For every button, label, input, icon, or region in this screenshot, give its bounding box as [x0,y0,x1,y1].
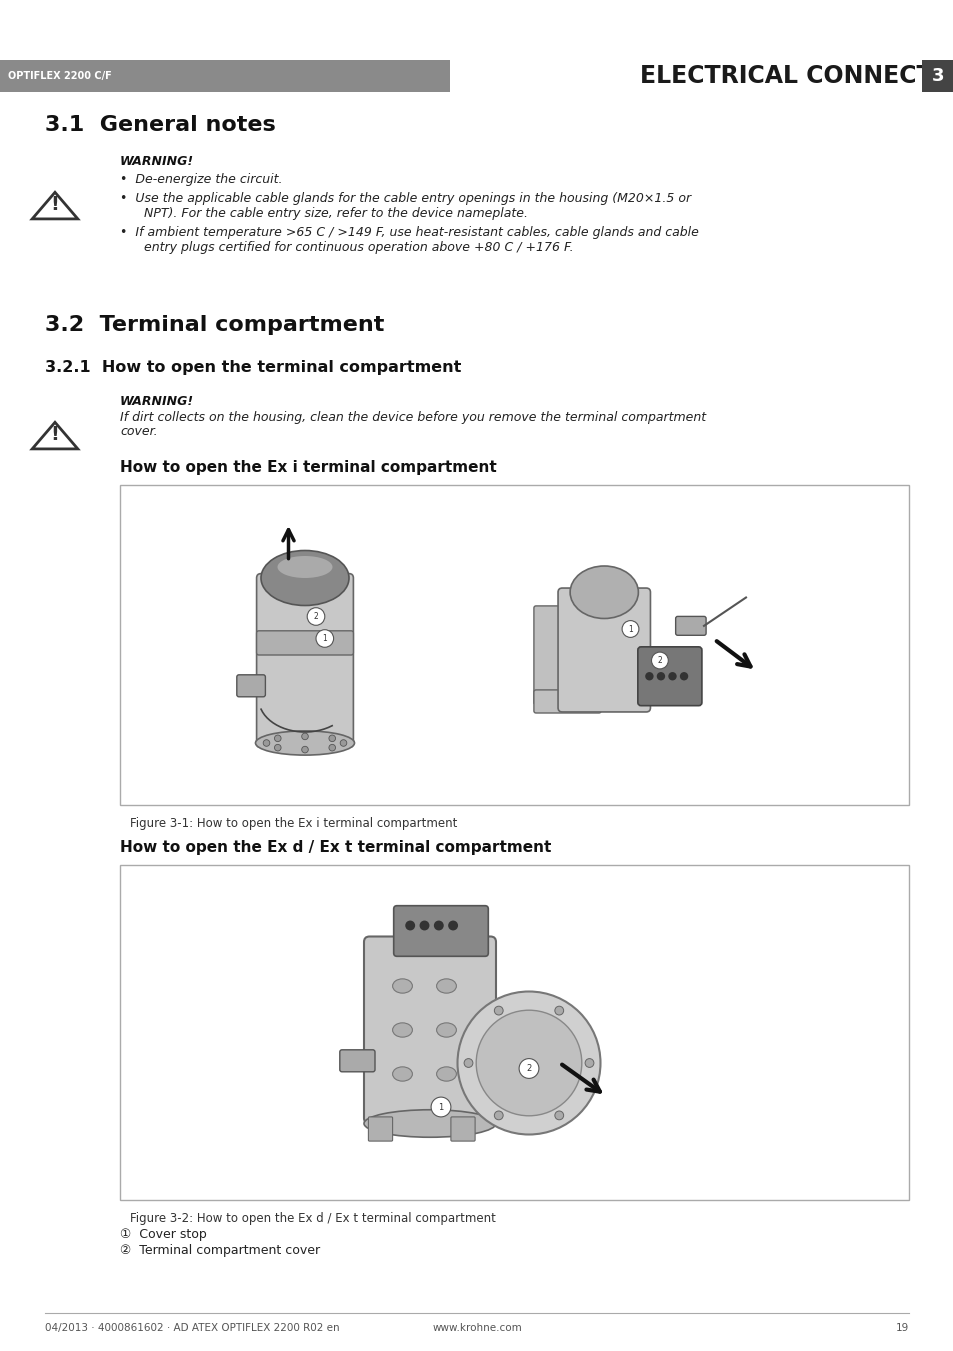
Circle shape [656,671,664,681]
Circle shape [679,671,687,681]
FancyBboxPatch shape [364,936,496,1124]
Text: Figure 3-1: How to open the Ex i terminal compartment: Figure 3-1: How to open the Ex i termina… [130,817,456,830]
Circle shape [621,620,639,638]
Circle shape [274,735,281,742]
Ellipse shape [393,1023,412,1038]
FancyBboxPatch shape [534,605,564,705]
Circle shape [584,1059,594,1067]
Ellipse shape [436,1023,456,1038]
Bar [0,59,953,92]
Circle shape [644,671,653,681]
Ellipse shape [364,1109,496,1138]
Text: NPT). For the cable entry size, refer to the device nameplate.: NPT). For the cable entry size, refer to… [120,207,527,220]
Text: !: ! [51,426,59,444]
Polygon shape [32,192,78,219]
FancyBboxPatch shape [675,616,705,635]
Ellipse shape [570,566,638,619]
Text: •  De-energize the circuit.: • De-energize the circuit. [120,173,282,186]
Bar [450,59,921,92]
Ellipse shape [436,979,456,993]
Text: 2: 2 [657,657,661,665]
Circle shape [419,920,429,931]
FancyBboxPatch shape [339,1050,375,1071]
Text: 1: 1 [322,634,327,643]
FancyBboxPatch shape [451,1117,475,1142]
Circle shape [301,734,308,740]
Text: ②  Terminal compartment cover: ② Terminal compartment cover [120,1244,320,1256]
Text: www.krohne.com: www.krohne.com [432,1323,521,1333]
Circle shape [263,740,270,746]
Text: How to open the Ex i terminal compartment: How to open the Ex i terminal compartmen… [120,459,497,476]
Text: 1: 1 [438,1102,443,1112]
Circle shape [274,744,281,751]
Text: cover.: cover. [120,426,157,438]
Text: 1: 1 [627,624,632,634]
Circle shape [494,1111,502,1120]
Bar [921,59,953,92]
Circle shape [518,1059,538,1078]
Text: 3.1  General notes: 3.1 General notes [45,115,275,135]
Ellipse shape [277,557,333,578]
Circle shape [315,630,334,647]
Circle shape [431,1097,451,1117]
Circle shape [434,920,443,931]
FancyBboxPatch shape [534,690,600,713]
Bar [120,485,908,805]
Circle shape [476,1011,581,1116]
Circle shape [463,1059,473,1067]
Text: •  Use the applicable cable glands for the cable entry openings in the housing (: • Use the applicable cable glands for th… [120,192,690,205]
Text: 3: 3 [931,68,943,85]
Text: entry plugs certified for continuous operation above +80 C / +176 F.: entry plugs certified for continuous ope… [120,240,573,254]
FancyBboxPatch shape [558,588,650,712]
Circle shape [555,1111,563,1120]
FancyBboxPatch shape [256,574,353,747]
Circle shape [448,920,457,931]
FancyBboxPatch shape [256,631,353,655]
Ellipse shape [255,731,355,755]
Text: WARNING!: WARNING! [120,155,193,168]
Ellipse shape [261,550,349,605]
Text: Figure 3-2: How to open the Ex d / Ex t terminal compartment: Figure 3-2: How to open the Ex d / Ex t … [130,1212,496,1225]
FancyBboxPatch shape [394,905,488,957]
FancyBboxPatch shape [368,1117,393,1142]
Circle shape [555,1006,563,1015]
Text: How to open the Ex d / Ex t terminal compartment: How to open the Ex d / Ex t terminal com… [120,840,551,855]
Circle shape [329,744,335,751]
Circle shape [651,653,668,669]
Circle shape [494,1006,502,1015]
Text: 3.2.1  How to open the terminal compartment: 3.2.1 How to open the terminal compartme… [45,359,461,376]
Circle shape [340,740,347,746]
Circle shape [307,608,324,626]
Circle shape [668,671,676,681]
Ellipse shape [393,979,412,993]
Bar [120,865,908,1200]
Text: !: ! [51,195,59,213]
Circle shape [405,920,415,931]
Text: •  If ambient temperature >65 C / >149 F, use heat-resistant cables, cable gland: • If ambient temperature >65 C / >149 F,… [120,226,699,239]
Circle shape [457,992,599,1135]
Polygon shape [32,423,78,449]
Text: If dirt collects on the housing, clean the device before you remove the terminal: If dirt collects on the housing, clean t… [120,411,705,424]
Text: 2: 2 [526,1065,531,1073]
Text: ①  Cover stop: ① Cover stop [120,1228,207,1242]
Circle shape [301,746,308,753]
Text: 04/2013 · 4000861602 · AD ATEX OPTIFLEX 2200 R02 en: 04/2013 · 4000861602 · AD ATEX OPTIFLEX … [45,1323,339,1333]
Text: 3.2  Terminal compartment: 3.2 Terminal compartment [45,315,384,335]
Text: ELECTRICAL CONNECTIONS: ELECTRICAL CONNECTIONS [639,63,953,88]
Circle shape [329,735,335,742]
FancyBboxPatch shape [236,674,265,697]
Text: 19: 19 [895,1323,908,1333]
Ellipse shape [436,1067,456,1081]
Text: WARNING!: WARNING! [120,394,193,408]
FancyBboxPatch shape [638,647,701,705]
Text: OPTIFLEX 2200 C/F: OPTIFLEX 2200 C/F [8,72,112,81]
Ellipse shape [393,1067,412,1081]
Text: 2: 2 [314,612,318,621]
